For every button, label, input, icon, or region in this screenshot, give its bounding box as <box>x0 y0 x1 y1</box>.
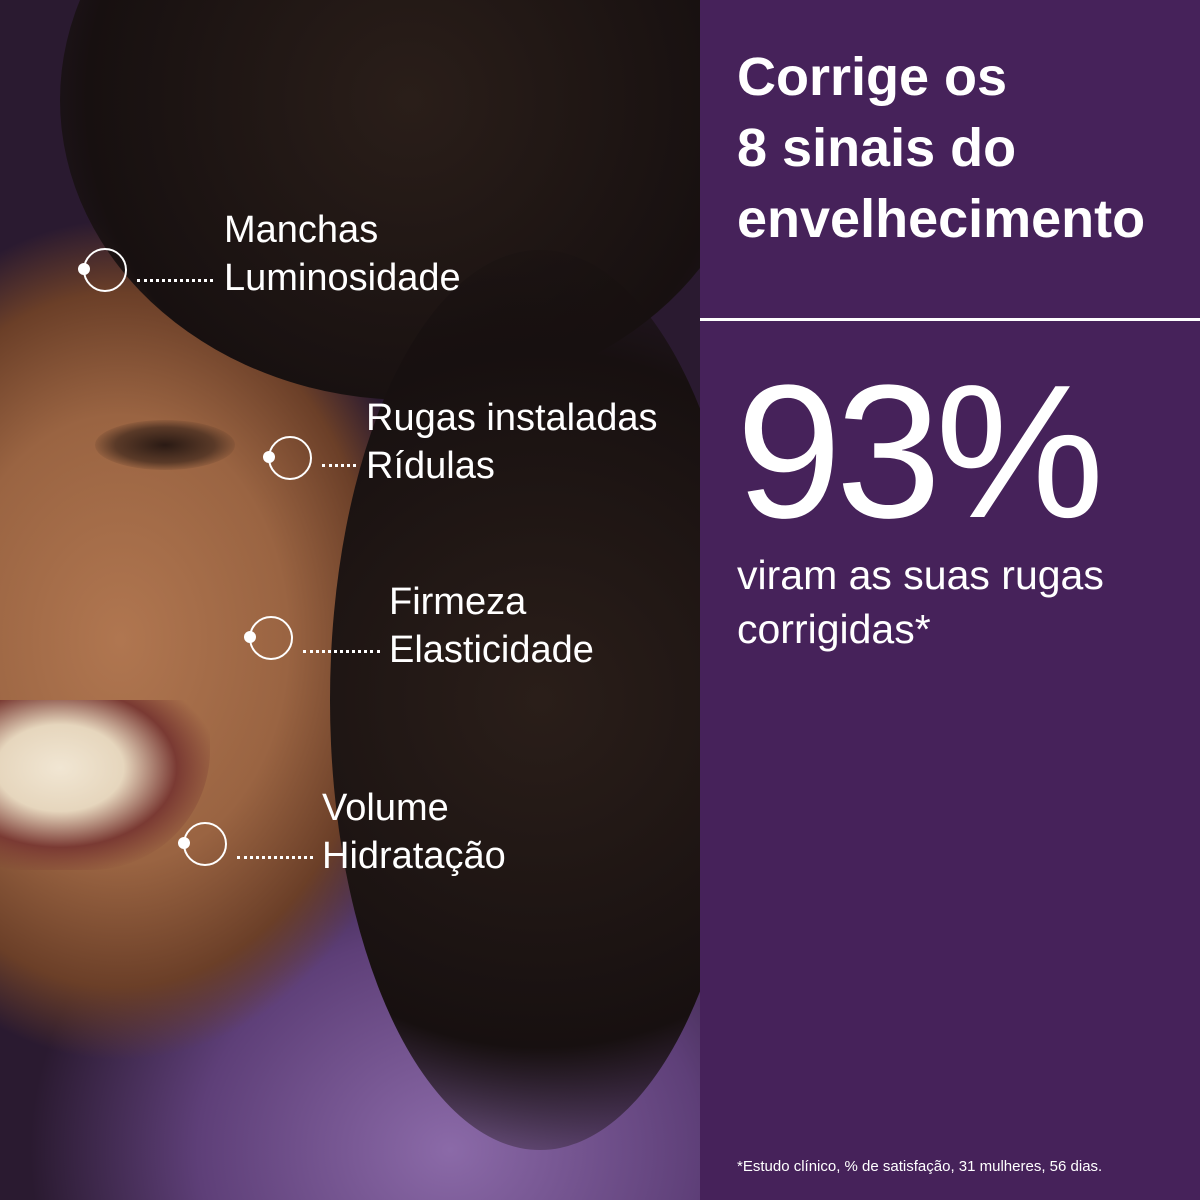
target-circle-icon <box>263 436 312 480</box>
model-photo: Manchas Luminosidade Rugas instaladas Rídu… <box>0 0 700 1200</box>
footnote: *Estudo clínico, % de satisfação, 31 mul… <box>737 1158 1103 1175</box>
target-circle-icon <box>244 616 293 660</box>
marker-label: Volume Hidratação <box>322 787 506 877</box>
dotted-connector <box>322 464 356 467</box>
dotted-connector <box>303 650 380 653</box>
target-circle-icon <box>78 248 127 292</box>
hair <box>330 250 700 1150</box>
dotted-connector <box>137 279 213 282</box>
target-circle-icon <box>178 822 227 866</box>
stat-value: 93% <box>736 346 1104 558</box>
marker-label: Rugas instaladas Rídulas <box>366 397 658 487</box>
headline: Corrige os 8 sinais do envelhecimento <box>737 47 1146 249</box>
stat-caption: viram as suas rugas corrigidas* <box>737 552 1104 652</box>
marker-label: Firmeza Elasticidade <box>389 581 594 671</box>
dotted-connector <box>237 856 313 859</box>
info-panel: Corrige os 8 sinais do envelhecimento 93… <box>700 0 1200 1200</box>
eye <box>95 420 235 470</box>
marker-label: Manchas Luminosidade <box>224 209 461 299</box>
divider <box>700 318 1200 321</box>
